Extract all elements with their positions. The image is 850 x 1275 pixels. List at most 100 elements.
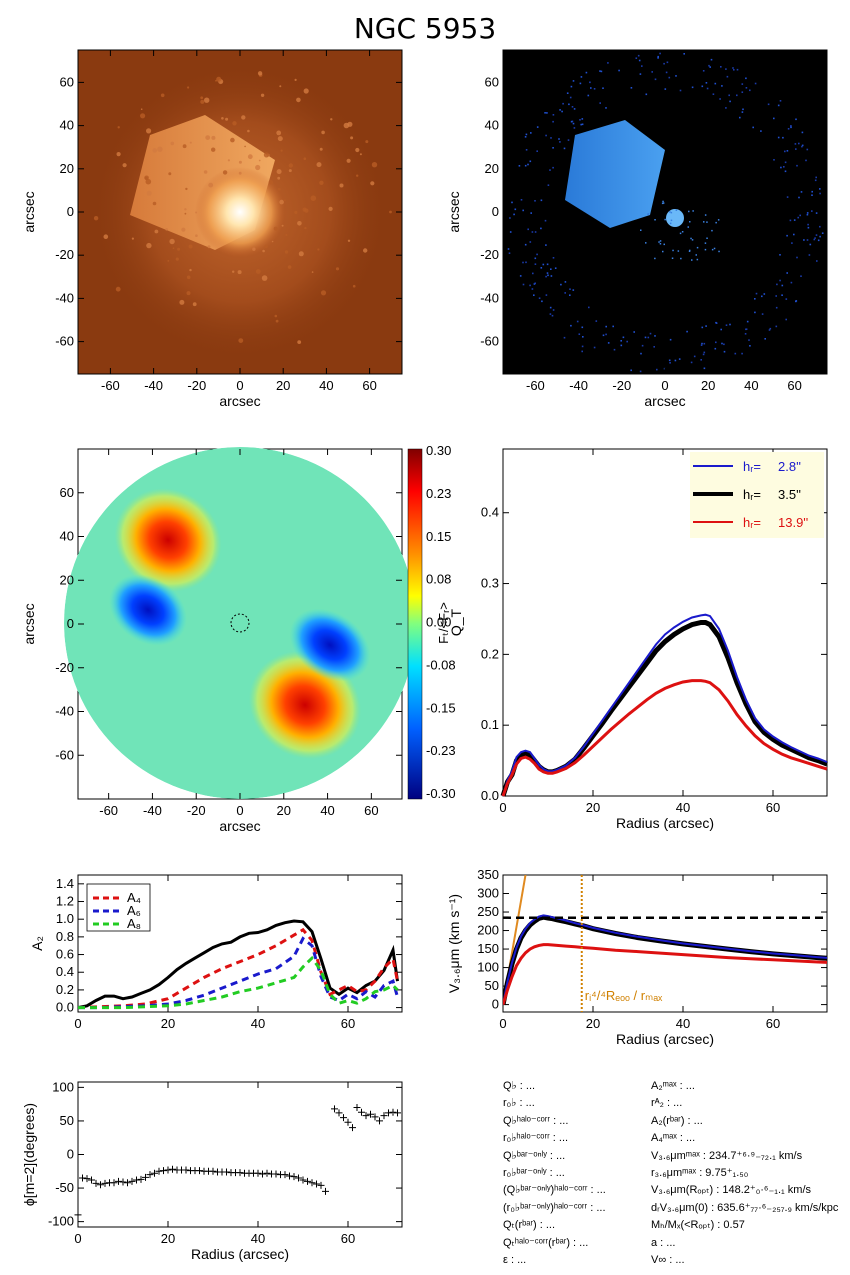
param-left-3: r₀♭ʰᵃˡᵒ⁻ᶜᵒʳʳ : ... bbox=[503, 1132, 569, 1145]
phase-point bbox=[160, 1167, 167, 1175]
ring-speckle bbox=[589, 81, 591, 84]
ring-speckle bbox=[659, 243, 662, 245]
phase-chart-ytick-label: -100 bbox=[48, 1214, 74, 1229]
phase-chart-ytick-label: -50 bbox=[55, 1180, 74, 1195]
ring-speckle bbox=[703, 351, 706, 354]
speckle bbox=[103, 234, 109, 239]
speckle bbox=[288, 169, 292, 173]
phase-point bbox=[362, 1112, 370, 1120]
ring-speckle bbox=[688, 250, 691, 252]
ring-speckle bbox=[552, 309, 555, 311]
ring-speckle bbox=[645, 242, 647, 244]
ring-speckle bbox=[551, 314, 554, 317]
qt-chart-ytick-label: 0.2 bbox=[481, 646, 499, 661]
ring-speckle bbox=[691, 86, 694, 89]
ring-speckle bbox=[561, 110, 563, 113]
ring-speckle bbox=[605, 107, 607, 109]
ring-speckle bbox=[712, 93, 715, 95]
ring-speckle bbox=[806, 213, 809, 216]
speckle bbox=[172, 247, 175, 249]
ring-speckle bbox=[814, 179, 817, 182]
ring-speckle bbox=[550, 268, 552, 270]
speckle bbox=[335, 267, 340, 271]
ring-speckle bbox=[562, 102, 564, 105]
torque-ytick-label: -40 bbox=[55, 704, 74, 719]
speckle bbox=[140, 108, 143, 110]
ring-speckle bbox=[816, 260, 818, 262]
speckle bbox=[204, 97, 210, 103]
torque-ytick-label: 0 bbox=[67, 616, 74, 631]
speckle bbox=[321, 130, 325, 135]
torque-min-right bbox=[289, 608, 371, 682]
ring-speckle bbox=[801, 144, 804, 147]
speckle bbox=[284, 250, 289, 254]
ring-speckle bbox=[588, 306, 590, 309]
ring-speckle bbox=[739, 116, 741, 119]
ring-speckle bbox=[781, 284, 784, 287]
ring-speckle bbox=[585, 71, 588, 74]
ring-speckle bbox=[653, 346, 655, 348]
phase-point bbox=[169, 1165, 176, 1173]
image-blue-ytick-label: 0 bbox=[492, 204, 499, 219]
ring-speckle bbox=[639, 73, 642, 75]
ring-speckle bbox=[622, 336, 625, 339]
ring-speckle bbox=[552, 147, 554, 149]
qt-legend-value: 3.5'' bbox=[778, 487, 801, 502]
ring-speckle bbox=[599, 102, 601, 104]
ring-speckle bbox=[545, 134, 547, 137]
speckle bbox=[319, 147, 323, 151]
ring-speckle bbox=[784, 170, 787, 173]
torque-xtick-label: -60 bbox=[99, 803, 118, 818]
phase-point bbox=[128, 1177, 136, 1185]
phase-point bbox=[367, 1110, 374, 1118]
colorbar-tick-label: -0.30 bbox=[426, 786, 456, 801]
ring-speckle bbox=[736, 94, 738, 97]
ring-speckle bbox=[811, 210, 813, 212]
blue-wedge bbox=[565, 120, 665, 228]
ring-speckle bbox=[678, 358, 681, 360]
ring-speckle bbox=[797, 216, 799, 219]
image-blue-ytick-label: 40 bbox=[485, 118, 499, 133]
speckle bbox=[238, 160, 242, 164]
speckle bbox=[221, 117, 224, 120]
speckle bbox=[146, 242, 152, 249]
ring-speckle bbox=[507, 248, 510, 250]
speckle bbox=[122, 163, 127, 168]
phase-point bbox=[371, 1113, 379, 1121]
ring-speckle bbox=[745, 87, 748, 89]
ring-speckle bbox=[560, 283, 562, 286]
speckle bbox=[294, 210, 298, 214]
rc-chart-frame bbox=[502, 874, 828, 1013]
speckle bbox=[146, 190, 152, 196]
ring-speckle bbox=[780, 166, 782, 169]
qt-legend-label: hᵣ= bbox=[743, 487, 761, 502]
speckle bbox=[232, 270, 235, 273]
speckle bbox=[371, 162, 378, 168]
ring-speckle bbox=[690, 237, 692, 240]
phase-point bbox=[304, 1177, 311, 1185]
ring-speckle bbox=[669, 211, 671, 213]
ring-speckle bbox=[700, 344, 703, 346]
ring-speckle bbox=[620, 344, 623, 347]
ring-speckle bbox=[693, 355, 696, 358]
param-right-7: dᵣV₃.₆μm(0) : 635.6⁺₇₇·⁶₋₂₅₇.₉ km/s/kpc bbox=[651, 1201, 839, 1214]
ring-speckle bbox=[679, 232, 682, 235]
speckle bbox=[232, 121, 237, 126]
ring-speckle bbox=[686, 330, 688, 333]
ring-speckle bbox=[786, 150, 789, 152]
param-left-7: (r₀♭ᵇᵃʳ⁻ᵒⁿˡʸ)ʰᵃˡᵒ⁻ᶜᵒʳʳ : ... bbox=[503, 1201, 606, 1214]
ring-speckle bbox=[542, 263, 545, 266]
torque-xtick-label: 20 bbox=[277, 803, 291, 818]
colorbar-tick-label: -0.23 bbox=[426, 743, 456, 758]
ring-speckle bbox=[741, 111, 744, 113]
speckle bbox=[241, 115, 246, 120]
ring-speckle bbox=[602, 87, 604, 89]
ring-speckle bbox=[696, 246, 699, 249]
speckle bbox=[182, 144, 187, 149]
ring-speckle bbox=[581, 123, 584, 126]
image-xlabel: arcsec bbox=[644, 393, 685, 409]
phase-chart-xtick-label: 20 bbox=[161, 1231, 175, 1246]
speckle bbox=[261, 275, 268, 281]
ring-speckle bbox=[662, 200, 664, 203]
speckle bbox=[216, 76, 222, 82]
